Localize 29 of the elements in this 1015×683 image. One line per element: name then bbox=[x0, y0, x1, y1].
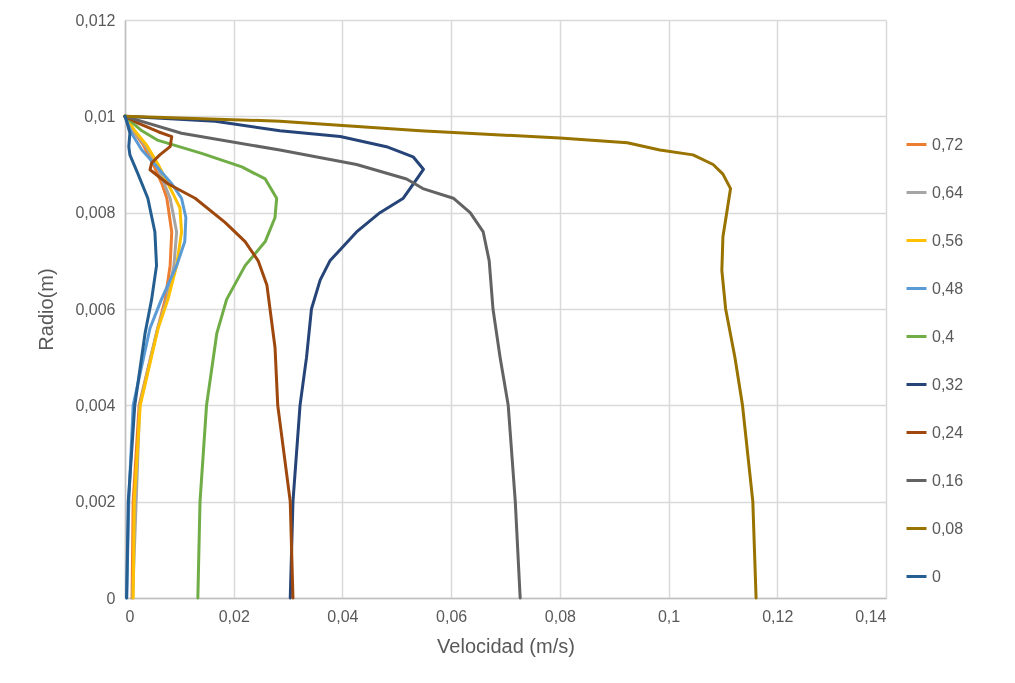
x-tick-label: 0,12 bbox=[762, 607, 794, 625]
y-tick-label: 0,006 bbox=[75, 300, 116, 318]
y-tick-label: 0,012 bbox=[75, 11, 116, 29]
y-axis-title: Radio(m) bbox=[35, 268, 58, 351]
line-series bbox=[123, 114, 758, 600]
legend-label: 0 bbox=[932, 567, 941, 585]
x-tick-label: 0,02 bbox=[218, 607, 250, 625]
legend-label: 0,48 bbox=[932, 279, 964, 297]
y-tick-label: 0 bbox=[106, 589, 116, 607]
y-tick-label: 0,01 bbox=[84, 107, 116, 125]
x-tick-label: 0,06 bbox=[436, 607, 468, 625]
x-tick-label: 0,04 bbox=[327, 607, 359, 625]
x-tick-label: 0,08 bbox=[544, 607, 577, 625]
legend-label: 0,08 bbox=[932, 519, 964, 537]
legend-label: 0,64 bbox=[932, 183, 964, 201]
line-series bbox=[123, 114, 159, 600]
y-tick-label: 0,004 bbox=[75, 396, 116, 414]
legend-label: 0,72 bbox=[932, 135, 964, 153]
y-tick-label: 0,002 bbox=[75, 493, 116, 511]
x-tick-label: 0,1 bbox=[657, 607, 681, 625]
legend-label: 0,24 bbox=[932, 423, 964, 441]
x-axis-title: Velocidad (m/s) bbox=[437, 634, 575, 657]
legend-label: 0,16 bbox=[932, 471, 964, 489]
legend-label: 0,56 bbox=[932, 231, 964, 249]
y-tick-label: 0,008 bbox=[75, 204, 116, 222]
x-tick-label: 0,14 bbox=[855, 607, 887, 625]
legend-label: 0,4 bbox=[932, 327, 955, 345]
legend-label: 0,32 bbox=[932, 375, 964, 393]
x-tick-label: 0 bbox=[125, 607, 135, 625]
